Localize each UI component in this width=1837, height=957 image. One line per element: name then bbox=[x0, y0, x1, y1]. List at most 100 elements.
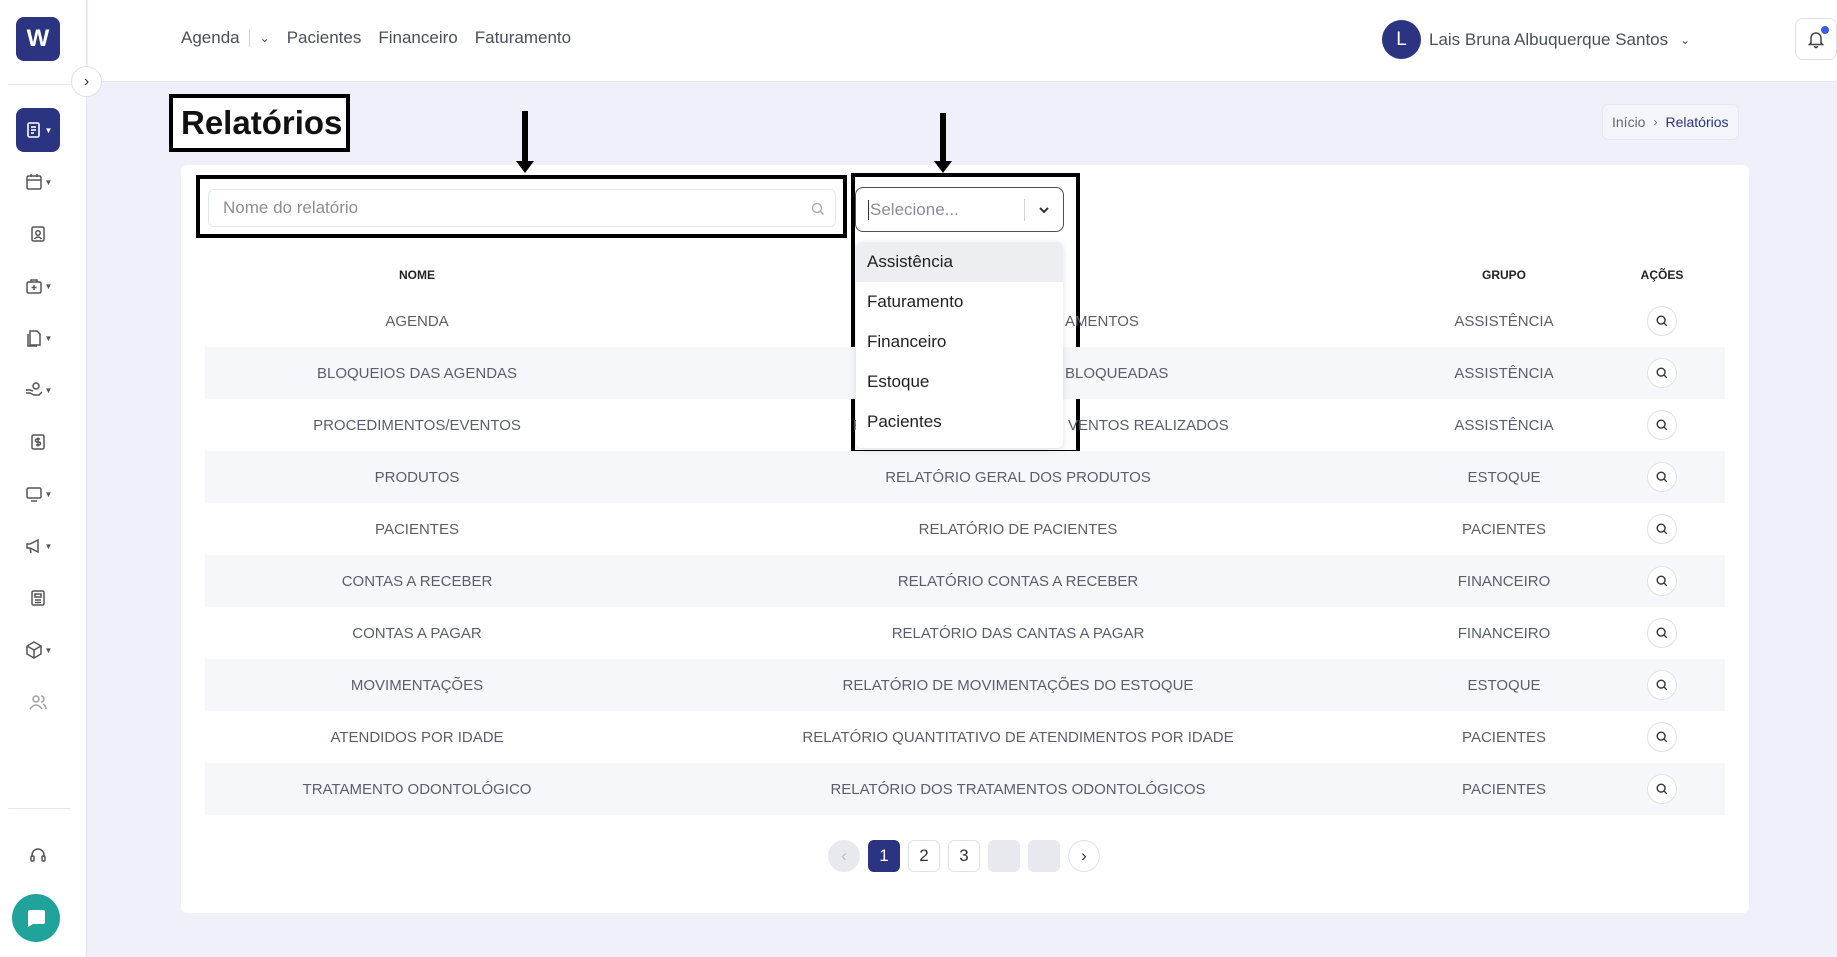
view-report-button[interactable] bbox=[1647, 462, 1677, 492]
chevron-down-icon: ▼ bbox=[44, 333, 53, 343]
sidebar-item-documents[interactable]: ▼ bbox=[16, 316, 60, 360]
bell-icon bbox=[1807, 32, 1825, 49]
option-assistencia[interactable]: Assistência bbox=[856, 242, 1063, 282]
option-estoque[interactable]: Estoque bbox=[867, 372, 930, 391]
report-icon bbox=[26, 122, 40, 138]
option-financeiro[interactable]: Financeiro bbox=[867, 332, 947, 351]
nav-financeiro[interactable]: Financeiro bbox=[378, 28, 458, 47]
table-row: CONTAS A RECEBER RELATÓRIO CONTAS A RECEB… bbox=[205, 555, 1725, 607]
table-row: MOVIMENTAÇÕES RELATÓRIO DE MOVIMENTAÇÕES … bbox=[205, 659, 1725, 711]
search-icon bbox=[1656, 731, 1668, 743]
pagination: ‹ 1 2 3 › bbox=[828, 840, 1108, 872]
medical-bag-icon bbox=[25, 279, 42, 294]
view-report-button[interactable] bbox=[1647, 410, 1677, 440]
option-pacientes[interactable]: Pacientes bbox=[867, 412, 942, 431]
sidebar-item-users[interactable] bbox=[16, 680, 60, 724]
chevron-down-icon: ▼ bbox=[44, 489, 53, 499]
newspaper-icon bbox=[31, 590, 45, 606]
sidebar-expand-button[interactable]: › bbox=[71, 66, 102, 97]
view-report-button[interactable] bbox=[1647, 670, 1677, 700]
next-page-button[interactable]: › bbox=[1068, 840, 1100, 872]
nav-pacientes[interactable]: Pacientes bbox=[286, 28, 362, 47]
sidebar-item-clinic[interactable]: ▼ bbox=[16, 264, 60, 308]
page-button-blank[interactable] bbox=[1028, 840, 1060, 872]
view-report-button[interactable] bbox=[1647, 306, 1677, 336]
sidebar-item-reports[interactable]: ▼ bbox=[16, 108, 60, 152]
select-separator bbox=[1024, 198, 1025, 221]
cell-name: BLOQUEIOS DAS AGENDAS bbox=[316, 365, 518, 382]
nav-agenda[interactable]: Agenda bbox=[181, 28, 240, 47]
documents-icon bbox=[26, 330, 41, 347]
view-report-button[interactable] bbox=[1647, 566, 1677, 596]
search-icon bbox=[1656, 471, 1668, 483]
sidebar-item-support[interactable] bbox=[16, 833, 60, 877]
page-button-1[interactable]: 1 bbox=[868, 840, 900, 872]
top-nav: Agenda ⌄ Pacientes Financeiro Faturament… bbox=[181, 28, 588, 48]
cell-description: VENTOS REALIZADOS bbox=[1068, 417, 1229, 434]
view-report-button[interactable] bbox=[1647, 774, 1677, 804]
cell-description: BLOQUEADAS bbox=[1065, 365, 1169, 382]
app-logo[interactable]: W bbox=[16, 17, 60, 61]
avatar: L bbox=[1382, 20, 1421, 59]
calendar-icon bbox=[25, 174, 42, 190]
cell-group: ASSISTÊNCIA bbox=[1454, 365, 1554, 382]
chevron-down-icon: ⌄ bbox=[1680, 32, 1691, 47]
sidebar-divider bbox=[8, 808, 71, 809]
search-highlight-box bbox=[196, 175, 847, 238]
select-placeholder: Selecione... bbox=[868, 199, 1024, 220]
chevron-right-icon: › bbox=[1653, 115, 1658, 129]
chevron-down-icon[interactable]: ⌄ bbox=[259, 31, 270, 45]
chevron-down-icon: ▼ bbox=[44, 385, 53, 395]
notifications-button[interactable] bbox=[1795, 18, 1837, 60]
cell-description: RELATÓRIO DAS CANTAS A PAGAR bbox=[891, 625, 1145, 642]
nav-faturamento[interactable]: Faturamento bbox=[474, 28, 572, 47]
sidebar-item-monitor[interactable]: ▼ bbox=[16, 472, 60, 516]
table-row: ATENDIDOS POR IDADE RELATÓRIO QUANTITATIV… bbox=[205, 711, 1725, 763]
column-header-actions: AÇÕES bbox=[1640, 268, 1684, 282]
table-row: TRATAMENTO ODONTOLÓGICO RELATÓRIO DOS TRA… bbox=[205, 763, 1725, 815]
option-faturamento[interactable]: Faturamento bbox=[867, 292, 964, 311]
sidebar-item-financial[interactable] bbox=[16, 420, 60, 464]
sidebar-item-payments[interactable]: ▼ bbox=[16, 368, 60, 412]
search-icon bbox=[1656, 627, 1668, 639]
page-button-3[interactable]: 3 bbox=[948, 840, 980, 872]
select-options-menu: Assistência Faturamento Financeiro Estoq… bbox=[856, 242, 1063, 448]
page-button-2[interactable]: 2 bbox=[908, 840, 940, 872]
search-icon bbox=[811, 202, 824, 215]
sidebar: W ▼ ▼ ▼ ▼ ▼ ▼ ▼ ▼ bbox=[0, 0, 87, 957]
view-report-button[interactable] bbox=[1647, 618, 1677, 648]
user-menu[interactable]: L Lais Bruna Albuquerque Santos ⌄ bbox=[1382, 20, 1690, 59]
cell-group: PACIENTES bbox=[1462, 521, 1546, 538]
cell-description: RELATÓRIO DE PACIENTES bbox=[918, 521, 1118, 538]
breadcrumb-current: Relatórios bbox=[1665, 114, 1729, 130]
cell-group: ASSISTÊNCIA bbox=[1454, 313, 1554, 330]
page-button-blank[interactable] bbox=[988, 840, 1020, 872]
prev-page-button[interactable]: ‹ bbox=[828, 840, 860, 872]
notification-dot bbox=[1821, 26, 1829, 34]
view-report-button[interactable] bbox=[1647, 514, 1677, 544]
sidebar-item-patients[interactable] bbox=[16, 212, 60, 256]
search-icon bbox=[1656, 315, 1668, 327]
chevron-down-icon: ▼ bbox=[44, 125, 53, 135]
table-row: PRODUTOS RELATÓRIO GERAL DOS PRODUTOS ESTO… bbox=[205, 451, 1725, 503]
breadcrumb-home[interactable]: Início bbox=[1612, 114, 1646, 130]
sidebar-item-news[interactable] bbox=[16, 576, 60, 620]
annotation-arrow bbox=[516, 111, 534, 173]
sidebar-item-stock[interactable]: ▼ bbox=[16, 628, 60, 672]
chat-button[interactable] bbox=[12, 894, 60, 942]
chat-bubble-icon bbox=[28, 910, 45, 927]
sidebar-divider bbox=[8, 84, 71, 85]
view-report-button[interactable] bbox=[1647, 358, 1677, 388]
cell-description: RELATÓRIO DOS TRATAMENTOS ODONTOLÓGICOS bbox=[830, 781, 1206, 798]
sidebar-item-calendar[interactable]: ▼ bbox=[16, 160, 60, 204]
hand-money-icon bbox=[25, 382, 43, 396]
search-input[interactable] bbox=[208, 189, 836, 227]
sidebar-item-marketing[interactable]: ▼ bbox=[16, 524, 60, 568]
cell-group: PACIENTES bbox=[1462, 729, 1546, 746]
group-select[interactable]: Selecione... bbox=[855, 187, 1064, 232]
chevron-down-icon: ▼ bbox=[44, 177, 53, 187]
view-report-button[interactable] bbox=[1647, 722, 1677, 752]
chevron-down-icon[interactable] bbox=[1025, 203, 1063, 217]
cell-name: MOVIMENTAÇÕES bbox=[350, 677, 484, 694]
contact-card-icon bbox=[31, 226, 45, 242]
